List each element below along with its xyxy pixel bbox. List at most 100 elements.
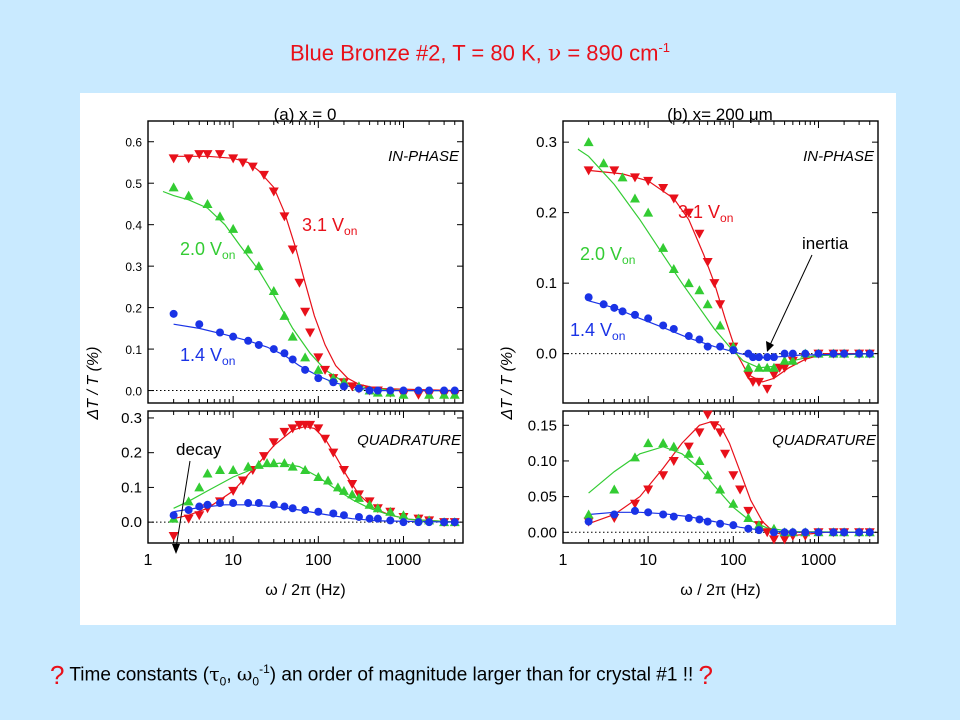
data-point-blue bbox=[269, 345, 278, 354]
y-tick-label: 0.15 bbox=[528, 417, 557, 434]
x-tick-label: 100 bbox=[720, 552, 747, 569]
data-point-blue bbox=[425, 518, 434, 527]
data-point-red bbox=[279, 212, 290, 222]
data-point-red bbox=[183, 514, 194, 524]
series-label-red: 3.1 Von bbox=[302, 215, 357, 238]
data-point-red bbox=[313, 424, 324, 434]
data-point-red bbox=[735, 485, 746, 495]
series-label-blue: 1.4 Von bbox=[180, 345, 235, 368]
data-point-green bbox=[253, 261, 264, 271]
data-point-red bbox=[287, 245, 298, 255]
data-point-blue bbox=[814, 349, 823, 358]
data-point-blue bbox=[703, 342, 712, 351]
data-point-red bbox=[347, 479, 358, 489]
y-tick-label: 0.1 bbox=[125, 343, 142, 357]
data-point-red bbox=[715, 428, 726, 438]
data-point-blue bbox=[450, 518, 459, 527]
data-point-green bbox=[364, 499, 375, 509]
caption-text-b: ) an order of magnitude larger than for … bbox=[269, 664, 694, 686]
data-point-blue bbox=[329, 509, 338, 518]
data-point-green bbox=[743, 362, 754, 372]
data-point-red bbox=[629, 173, 640, 183]
data-point-blue bbox=[669, 512, 678, 521]
data-point-green bbox=[243, 244, 254, 254]
question-mark-left: ? bbox=[50, 660, 65, 690]
data-point-green bbox=[385, 506, 396, 516]
data-point-blue bbox=[339, 511, 348, 520]
data-point-green bbox=[768, 362, 779, 372]
slide-caption: ? Time constants (τ0, ω0-1) an order of … bbox=[50, 660, 920, 691]
data-point-green bbox=[228, 465, 239, 475]
data-point-blue bbox=[618, 307, 627, 316]
data-point-red bbox=[228, 154, 239, 164]
y-tick-label: 0.0 bbox=[125, 385, 142, 399]
data-point-red bbox=[279, 427, 290, 437]
data-point-blue bbox=[354, 512, 363, 521]
data-point-red bbox=[609, 166, 620, 176]
y-axis-label: ΔT / T (%) bbox=[85, 347, 102, 421]
data-point-blue bbox=[584, 293, 593, 302]
data-point-blue bbox=[169, 511, 178, 520]
series-label-blue: 1.4 Von bbox=[570, 320, 625, 343]
data-point-red bbox=[643, 485, 654, 495]
data-point-blue bbox=[780, 528, 789, 537]
data-point-blue bbox=[244, 499, 253, 508]
data-point-green bbox=[202, 198, 213, 208]
data-point-blue bbox=[244, 336, 253, 345]
y-tick-label: 0.0 bbox=[536, 346, 557, 363]
series-label-green: 2.0 Von bbox=[180, 239, 235, 262]
series-label-green: 2.0 Von bbox=[580, 244, 635, 267]
y-tick-label: 0.6 bbox=[125, 136, 142, 150]
y-tick-label: 0.5 bbox=[125, 177, 142, 191]
data-point-red bbox=[305, 420, 316, 430]
data-point-red bbox=[743, 370, 754, 380]
data-point-blue bbox=[814, 528, 823, 537]
y-tick-label: 0.1 bbox=[536, 275, 557, 292]
data-point-blue bbox=[801, 528, 810, 537]
data-point-blue bbox=[684, 514, 693, 523]
data-point-green bbox=[683, 278, 694, 288]
data-point-red bbox=[702, 410, 713, 420]
data-point-blue bbox=[288, 504, 297, 513]
annotation-inertia: inertia bbox=[802, 234, 849, 253]
data-point-blue bbox=[748, 353, 757, 362]
data-point-blue bbox=[754, 353, 763, 362]
panel-label-a: (a) x = 0 bbox=[274, 105, 337, 124]
data-point-blue bbox=[659, 510, 668, 519]
data-point-blue bbox=[314, 374, 323, 383]
y-tick-label: 0.10 bbox=[528, 453, 557, 470]
y-tick-label: 0.3 bbox=[125, 260, 142, 274]
data-point-blue bbox=[399, 518, 408, 527]
data-point-blue bbox=[195, 502, 204, 511]
data-point-green bbox=[762, 362, 773, 372]
data-point-green bbox=[753, 362, 764, 372]
data-point-blue bbox=[644, 314, 653, 323]
data-point-red bbox=[320, 365, 331, 375]
data-point-blue bbox=[354, 384, 363, 393]
data-point-red bbox=[338, 466, 349, 476]
data-point-green bbox=[287, 331, 298, 341]
data-point-blue bbox=[314, 507, 323, 516]
data-point-green bbox=[279, 458, 290, 468]
data-point-green bbox=[715, 484, 726, 494]
data-point-blue bbox=[744, 524, 753, 533]
data-point-green bbox=[617, 172, 628, 182]
data-point-green bbox=[643, 207, 654, 217]
y-tick-label: 0.0 bbox=[121, 514, 142, 531]
y-tick-label: 0.4 bbox=[125, 219, 142, 233]
data-point-red bbox=[629, 499, 640, 509]
series-label-red: 3.1 Von bbox=[678, 202, 733, 225]
data-point-blue bbox=[829, 349, 838, 358]
data-point-blue bbox=[301, 365, 310, 374]
data-point-blue bbox=[414, 386, 423, 395]
inertia-arrow-line bbox=[769, 254, 813, 346]
data-point-red bbox=[300, 307, 311, 317]
data-point-blue bbox=[729, 346, 738, 355]
data-point-blue bbox=[215, 499, 224, 508]
data-point-blue bbox=[440, 518, 449, 527]
data-point-red bbox=[753, 377, 764, 387]
data-point-green bbox=[262, 458, 273, 468]
data-point-blue bbox=[184, 506, 193, 514]
data-point-blue bbox=[763, 353, 772, 362]
data-point-blue bbox=[801, 349, 810, 358]
